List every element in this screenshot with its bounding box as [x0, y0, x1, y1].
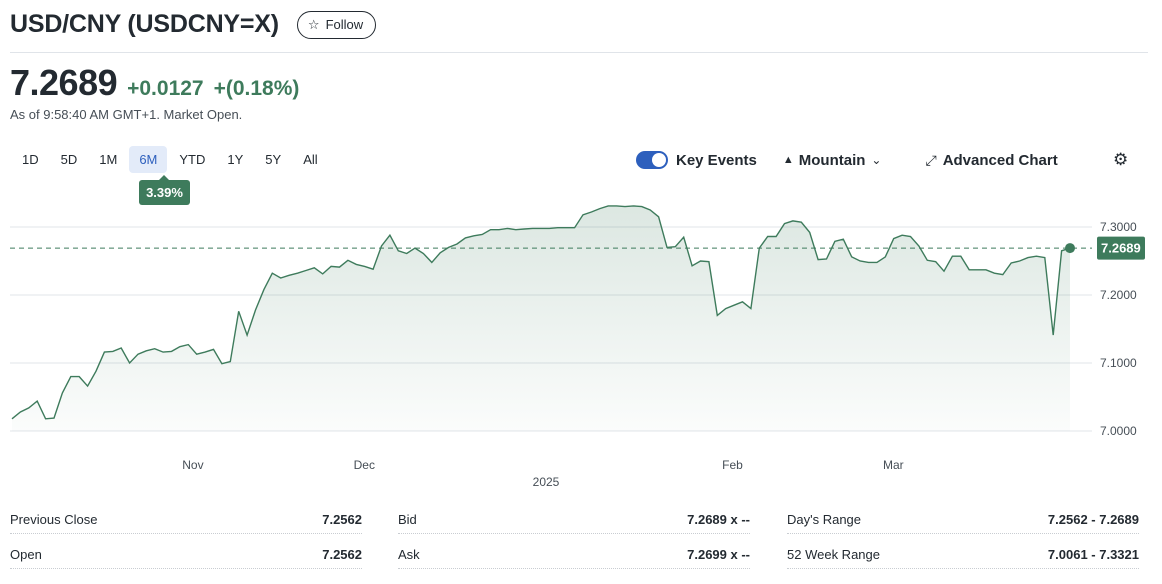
follow-label: Follow — [325, 17, 364, 32]
toggle-switch[interactable] — [636, 151, 668, 169]
stat-label: 52 Week Range — [787, 547, 880, 562]
stat-open: Open 7.2562 — [10, 541, 362, 569]
range-5y[interactable]: 5Y — [265, 152, 282, 167]
stat-value: 7.2562 — [322, 547, 362, 562]
mountain-icon: ▲ — [782, 154, 794, 166]
stat-label: Open — [10, 547, 42, 562]
stat-previous-close: Previous Close 7.2562 — [10, 506, 362, 534]
market-status: As of 9:58:40 AM GMT+1. Market Open. — [10, 107, 243, 122]
range-5d[interactable]: 5D — [60, 152, 78, 167]
price-change-percent: +(0.18%) — [213, 77, 300, 100]
toggle-knob — [652, 153, 666, 167]
chart-type-label: Mountain — [798, 151, 866, 169]
stat-label: Bid — [398, 512, 417, 527]
y-tick-label: 7.0000 — [1100, 424, 1137, 438]
chart-toolbar: Key Events ▲ Mountain ⌄ ⤢ Advanced Chart — [636, 148, 1058, 172]
x-axis: Nov Dec Feb Mar 2025 — [182, 458, 903, 489]
y-tick-label: 7.2000 — [1100, 288, 1137, 302]
gear-icon[interactable]: ⚙ — [1113, 150, 1129, 169]
star-icon: ☆ — [307, 16, 320, 32]
chevron-down-icon: ⌄ — [871, 153, 882, 167]
chart-type-dropdown[interactable]: ▲ Mountain ⌄ — [783, 152, 882, 169]
stat-value: 7.2562 - 7.2689 — [1047, 512, 1139, 527]
x-tick-label: Mar — [883, 458, 904, 472]
advanced-chart-button[interactable]: ⤢ Advanced Chart — [925, 152, 1057, 169]
advanced-chart-label: Advanced Chart — [942, 151, 1058, 169]
range-change-badge: 3.39% — [139, 175, 190, 205]
last-price-label: 7.2689 — [1097, 236, 1145, 260]
y-tick-label: 7.1000 — [1100, 356, 1137, 370]
y-axis: 7.3000 7.2000 7.1000 7.0000 — [1100, 220, 1137, 438]
follow-button[interactable]: ☆ Follow — [296, 10, 377, 39]
quote-header: USD/CNY (USDCNY=X) ☆ Follow — [10, 10, 377, 39]
range-1m[interactable]: 1M — [99, 152, 118, 167]
x-year-label: 2025 — [533, 475, 560, 489]
stat-ask: Ask 7.2699 x -- — [398, 541, 750, 569]
last-price-badge — [1097, 236, 1145, 260]
expand-icon: ⤢ — [925, 151, 937, 168]
price-chart[interactable]: 7.3000 7.2000 7.1000 7.0000 Nov Dec Feb Mar 202… — [0, 190, 1162, 490]
range-1d[interactable]: 1D — [22, 152, 39, 167]
stat-value: 7.2699 x -- — [687, 547, 750, 562]
x-tick-label: Feb — [722, 458, 743, 472]
stat-value: 7.2562 — [322, 512, 362, 527]
stat-label: Previous Close — [10, 512, 98, 527]
current-price: 7.2689 — [10, 62, 118, 103]
range-ytd[interactable]: YTD — [179, 152, 206, 167]
price-line — [11, 205, 1071, 420]
key-events-toggle[interactable]: Key Events — [636, 151, 757, 169]
stat-days-range: Day's Range 7.2562 - 7.2689 — [787, 506, 1139, 534]
header-divider — [10, 52, 1148, 53]
key-events-label: Key Events — [676, 151, 757, 169]
page-title: USD/CNY (USDCNY=X) — [10, 10, 279, 38]
last-price-text: 7.2689 — [1101, 241, 1141, 256]
stat-52-week-range: 52 Week Range 7.0061 - 7.3321 — [787, 541, 1139, 569]
range-selector: 1D 5D 1M 6M YTD 1Y 5Y All — [12, 146, 330, 173]
range-all[interactable]: All — [303, 152, 318, 167]
stat-label: Day's Range — [787, 512, 862, 527]
last-price-dot — [1065, 243, 1075, 254]
price-row: 7.2689 +0.0127 +(0.18%) — [10, 62, 299, 104]
x-tick-label: Nov — [182, 458, 203, 472]
price-area — [12, 205, 1070, 431]
price-change: +0.0127 — [127, 77, 204, 100]
stat-value: 7.0061 - 7.3321 — [1047, 547, 1139, 562]
stat-label: Ask — [398, 547, 420, 562]
x-tick-label: Dec — [354, 458, 375, 472]
range-1y[interactable]: 1Y — [227, 152, 244, 167]
range-6m[interactable]: 6M — [129, 146, 168, 173]
stat-bid: Bid 7.2689 x -- — [398, 506, 750, 534]
stat-value: 7.2689 x -- — [687, 512, 750, 527]
y-tick-label: 7.3000 — [1100, 220, 1137, 234]
